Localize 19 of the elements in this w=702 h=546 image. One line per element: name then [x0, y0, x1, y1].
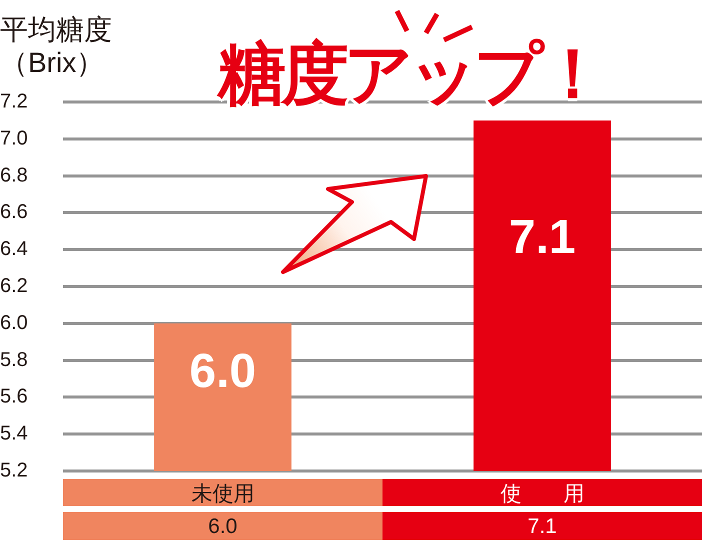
y-tick-label: 5.8: [0, 348, 28, 371]
chart-title: 糖度アップ！: [218, 35, 602, 114]
data-label: 7.1: [528, 514, 557, 538]
y-tick-label: 7.2: [0, 90, 28, 113]
data-label: 6.0: [208, 514, 238, 538]
y-tick-label: 6.0: [0, 312, 28, 334]
x-tick-label: 未使用: [191, 482, 254, 506]
y-tick-label: 6.2: [0, 275, 28, 298]
y-tick-label: 6.6: [0, 201, 28, 224]
y-tick-label: 6.8: [0, 164, 28, 186]
text: 7.1: [508, 210, 576, 264]
y-tick-label: 5.2: [0, 460, 28, 482]
y-tick-label: 6.4: [0, 238, 28, 260]
text: 6.0: [189, 344, 256, 398]
x-tick-label: 使 用: [500, 482, 584, 506]
y-axis-title: 平均糖度（Brix）: [0, 13, 113, 79]
y-tick-label: 5.6: [0, 386, 28, 408]
y-tick-label: 7.0: [0, 127, 28, 150]
y-tick-label: 5.4: [0, 422, 28, 445]
